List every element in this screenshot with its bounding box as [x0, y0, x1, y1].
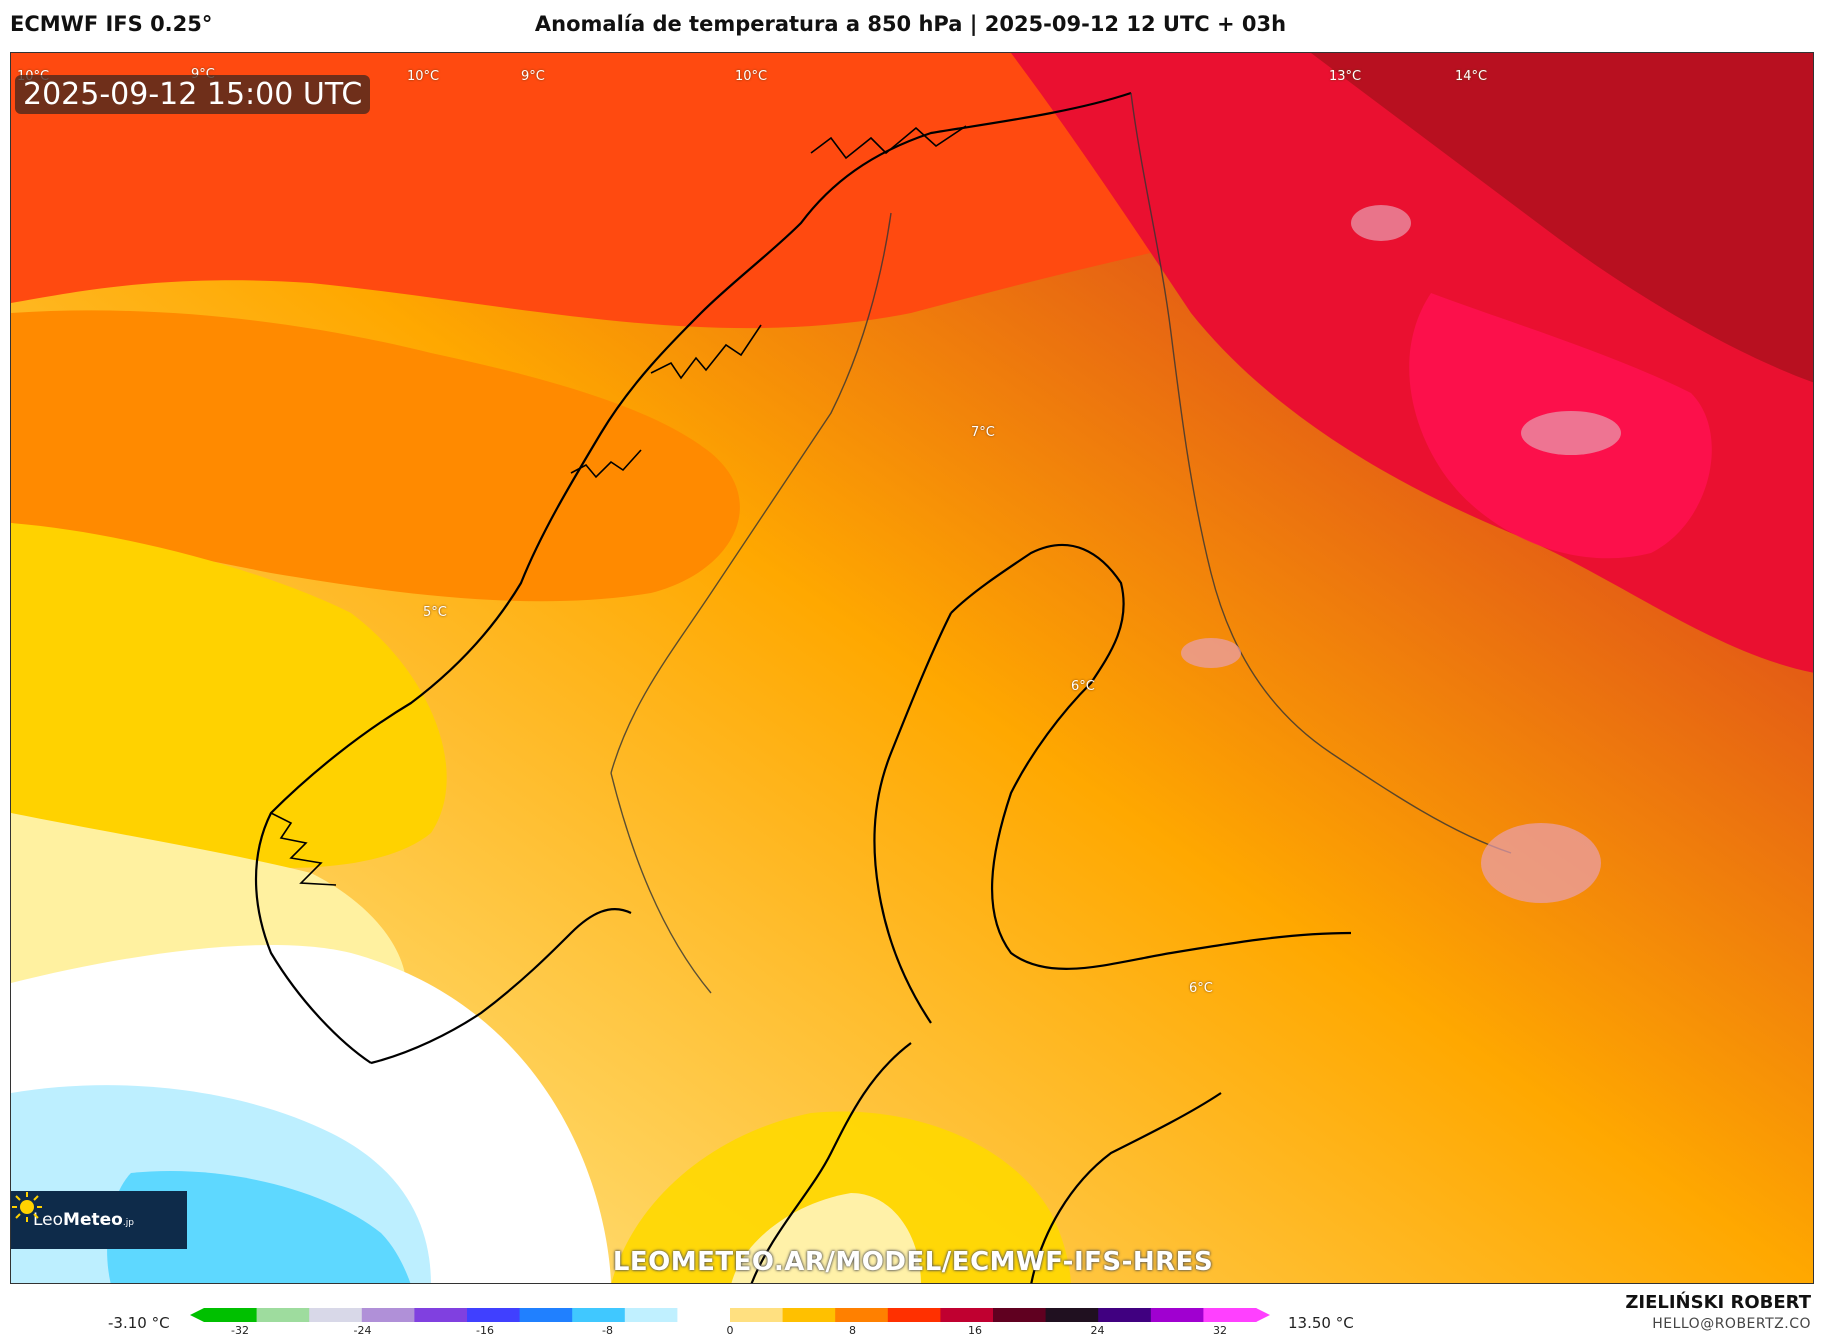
legend-footer: -3.10 °C -32 -24 -16 -8 0 8 16 24 32 13.50 °C ZI… [0, 1284, 1821, 1339]
valid-time-badge: 2025-09-12 15:00 UTC [15, 75, 371, 114]
legend-color-swatch [940, 1308, 994, 1322]
contour-label: 10°C [735, 69, 768, 84]
contour-label: 7°C [971, 425, 995, 440]
header: ECMWF IFS 0.25° Anomalía de temperatura … [0, 0, 1821, 52]
contour-label: 6°C [1189, 981, 1213, 996]
legend-color-swatch [1045, 1308, 1099, 1322]
legend-color-swatch [519, 1308, 573, 1322]
model-name: ECMWF IFS 0.25° [10, 12, 213, 36]
legend-color-swatch [361, 1308, 415, 1322]
contour-label: 13°C [1329, 69, 1362, 84]
author-email: HELLO@ROBERTZ.CO [1652, 1316, 1811, 1332]
yellow-band-west [11, 523, 447, 868]
legend-tick-label: 0 [726, 1324, 734, 1337]
legend-tick-label: -32 [231, 1324, 249, 1337]
contour-label: 6°C [1071, 679, 1095, 694]
temperature-anomaly-map: 10°C 9°C 10°C 9°C 10°C 13°C 14°C 7°C 5°C… [10, 52, 1814, 1284]
legend-tick-label: -8 [602, 1324, 613, 1337]
legend-min-label: -3.10 °C [108, 1314, 170, 1332]
watermark-url: LEOMETEO.AR/MODEL/ECMWF-IFS-HRES [612, 1247, 1214, 1277]
legend-color-swatch [309, 1308, 363, 1322]
legend-tick-label: 24 [1090, 1324, 1105, 1337]
hottest-core [1311, 53, 1813, 383]
legend-color-swatch [467, 1308, 521, 1322]
legend-tick-label: 16 [968, 1324, 982, 1337]
legend-color-swatch [887, 1308, 941, 1322]
sun-icon [12, 1192, 42, 1222]
legend-color-swatch [414, 1308, 468, 1322]
color-scale-bar [190, 1308, 1270, 1322]
author-name: ZIELIŃSKI ROBERT [1625, 1292, 1811, 1313]
fjords [270, 125, 967, 886]
legend-color-swatch [677, 1308, 731, 1322]
map-title: Anomalía de temperatura a 850 hPa | 2025… [534, 12, 1287, 36]
map-canvas [11, 53, 1813, 1283]
legend-arrow-left [190, 1308, 204, 1322]
legend-tick-label: -16 [476, 1324, 494, 1337]
legend-color-swatch [1203, 1308, 1257, 1322]
legend-color-swatch [204, 1308, 258, 1322]
logo-text: LeoMeteo.jp [33, 1210, 134, 1230]
legend-tick-label: 8 [849, 1324, 856, 1337]
legend-tick-label: 32 [1213, 1324, 1227, 1337]
legend-tick-label: -24 [353, 1324, 372, 1337]
legend-arrow-right [1256, 1308, 1270, 1322]
legend-max-label: 13.50 °C [1288, 1314, 1354, 1332]
lakes [1181, 205, 1621, 903]
legend-color-swatch [1150, 1308, 1204, 1322]
legend-color-swatch [993, 1308, 1047, 1322]
contour-label: 14°C [1455, 69, 1488, 84]
contour-label: 10°C [407, 69, 440, 84]
legend-color-swatch [624, 1308, 678, 1322]
pale-zone-south [731, 1193, 921, 1283]
legend-color-swatch [835, 1308, 889, 1322]
leometeo-logo: LeoMeteo.jp [11, 1191, 187, 1249]
legend-color-swatch [1098, 1308, 1152, 1322]
legend-color-swatch [782, 1308, 836, 1322]
contour-label: 5°C [423, 605, 447, 620]
legend-color-swatch [730, 1308, 784, 1322]
legend-color-swatch [256, 1308, 310, 1322]
contour-label: 9°C [521, 69, 545, 84]
orange-band-west [11, 310, 740, 602]
coastlines [254, 91, 1352, 1283]
legend-color-swatch [572, 1308, 626, 1322]
